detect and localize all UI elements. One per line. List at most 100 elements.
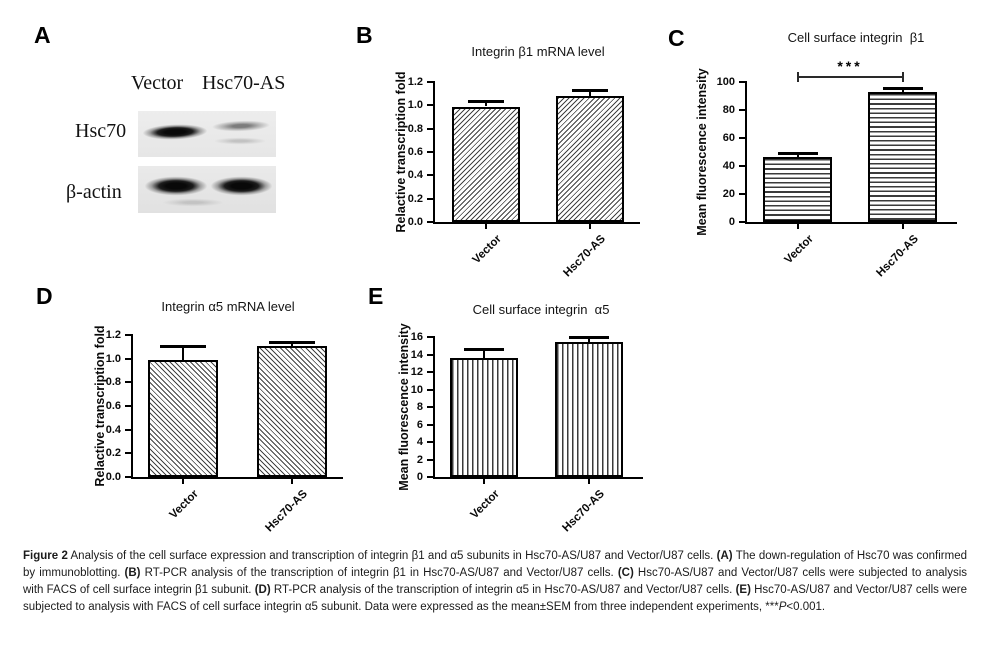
error-bar-stem xyxy=(485,100,487,107)
caption-segment: (B) xyxy=(124,567,141,579)
bar-hsc70-as xyxy=(257,345,327,477)
y-tick-mark xyxy=(125,428,133,431)
chart-title-e: Cell surface integrin α5 xyxy=(472,302,610,317)
error-bar-cap xyxy=(160,344,206,348)
figure-caption: Figure 2 Analysis of the cell surface ex… xyxy=(23,548,967,616)
error-bar-cap xyxy=(572,89,608,93)
error-bar-stem xyxy=(901,87,904,92)
panel-a-letter: A xyxy=(34,22,51,48)
panel-c-letter: C xyxy=(668,25,685,51)
panel-d-letter: D xyxy=(36,283,53,309)
lane-label-hsc70-as: Hsc70-AS xyxy=(202,72,286,94)
x-tick-mark xyxy=(182,479,184,484)
y-tick-label: 0.2 xyxy=(407,192,423,205)
y-tick-label: 0 xyxy=(728,216,735,228)
x-tick-mark xyxy=(291,479,293,484)
x-axis-line xyxy=(433,477,643,479)
error-bar-cap xyxy=(269,341,315,345)
error-bar-stem xyxy=(182,345,184,360)
blot-band-hsc70-vector xyxy=(140,122,210,142)
error-bar-cap xyxy=(777,152,818,156)
bar-hsc70-as xyxy=(868,91,937,222)
y-tick-label: 0 xyxy=(416,471,423,483)
y-tick-mark xyxy=(739,81,747,83)
panel-b-letter: B xyxy=(356,22,373,48)
chart-title-b: Integrin β1 mRNA level xyxy=(471,44,605,59)
error-bar-cap xyxy=(464,348,504,352)
y-tick-label: 0.4 xyxy=(105,423,121,436)
x-category-label: Hsc70-AS xyxy=(561,232,608,280)
caption-segment: Figure 2 xyxy=(23,550,68,562)
y-tick-label: 14 xyxy=(410,348,423,361)
y-tick-mark xyxy=(739,109,747,111)
y-tick-label: 0.8 xyxy=(407,122,423,135)
blot-band-actin-vector xyxy=(143,176,209,196)
y-tick-mark xyxy=(427,353,435,356)
x-tick-mark xyxy=(588,479,590,484)
y-tick-label: 1.2 xyxy=(105,329,121,341)
x-tick-mark xyxy=(589,224,591,229)
y-tick-mark xyxy=(427,406,435,408)
blot-band-hsc70-as xyxy=(207,118,275,134)
y-tick-label: 0.2 xyxy=(105,447,121,460)
caption-segment: <0.001. xyxy=(786,601,826,613)
western-blot-beta-actin xyxy=(138,166,276,213)
y-tick-mark xyxy=(125,452,133,455)
error-bar-cap xyxy=(468,99,504,103)
y-tick-label: 8 xyxy=(416,401,423,413)
blot-row-label-hsc70: Hsc70 xyxy=(75,120,127,142)
y-tick-mark xyxy=(427,441,435,443)
lane-label-vector: Vector xyxy=(131,72,184,94)
y-tick-label: 0.0 xyxy=(105,471,121,483)
blot-smudge xyxy=(210,137,270,145)
y-tick-mark xyxy=(427,336,435,338)
y-tick-label: 1.2 xyxy=(407,76,423,88)
y-tick-label: 0.8 xyxy=(105,376,121,389)
bar-vector xyxy=(452,106,520,222)
blot-row-label-beta-actin: β-actin xyxy=(66,181,122,203)
error-bar-stem xyxy=(483,349,485,358)
x-tick-mark xyxy=(796,224,799,229)
significance-bracket-end xyxy=(901,72,904,82)
bar-vector xyxy=(763,156,832,222)
y-tick-mark xyxy=(427,127,435,130)
x-tick-mark xyxy=(485,224,487,229)
bar-hsc70-as xyxy=(556,96,624,222)
y-tick-label: 80 xyxy=(722,104,735,116)
error-bar-cap xyxy=(882,86,923,90)
bar-vector xyxy=(148,359,218,477)
blot-band-actin-as xyxy=(209,176,274,196)
caption-segment: RT-PCR analysis of the transcription of … xyxy=(140,567,618,579)
x-category-label: Vector xyxy=(470,232,504,267)
x-axis-line xyxy=(433,222,640,224)
x-category-label: Hsc70-AS xyxy=(873,232,921,280)
y-tick-mark xyxy=(427,81,435,83)
y-tick-mark xyxy=(739,137,747,139)
caption-segment: RT-PCR analysis of the transcription of … xyxy=(270,584,736,596)
error-bar-stem xyxy=(589,90,591,96)
panel-e-letter: E xyxy=(368,283,384,309)
y-tick-mark xyxy=(125,476,133,478)
y-tick-label: 1.0 xyxy=(105,352,121,365)
significance-stars: *** xyxy=(837,58,863,74)
error-bar-stem xyxy=(588,337,590,343)
y-tick-label: 0.4 xyxy=(407,169,423,182)
bar-hsc70-as xyxy=(555,342,623,477)
significance-bracket xyxy=(797,76,903,78)
caption-segment: (C) xyxy=(617,567,634,579)
y-tick-mark xyxy=(739,165,747,167)
chart-title-d: Integrin α5 mRNA level xyxy=(161,299,295,314)
y-tick-mark xyxy=(125,357,133,360)
chart-title-c: Cell surface integrin β1 xyxy=(787,30,925,45)
caption-segment: (D) xyxy=(254,584,271,596)
x-category-label: Vector xyxy=(782,232,816,267)
y-tick-label: 16 xyxy=(410,331,423,343)
y-tick-mark xyxy=(427,151,435,153)
y-tick-mark xyxy=(427,423,435,426)
y-tick-label: 4 xyxy=(416,436,423,448)
caption-segment: Analysis of the cell surface expression … xyxy=(67,550,717,562)
y-tick-label: 1.0 xyxy=(407,99,423,112)
y-tick-mark xyxy=(427,174,435,177)
y-axis-line xyxy=(433,337,435,479)
